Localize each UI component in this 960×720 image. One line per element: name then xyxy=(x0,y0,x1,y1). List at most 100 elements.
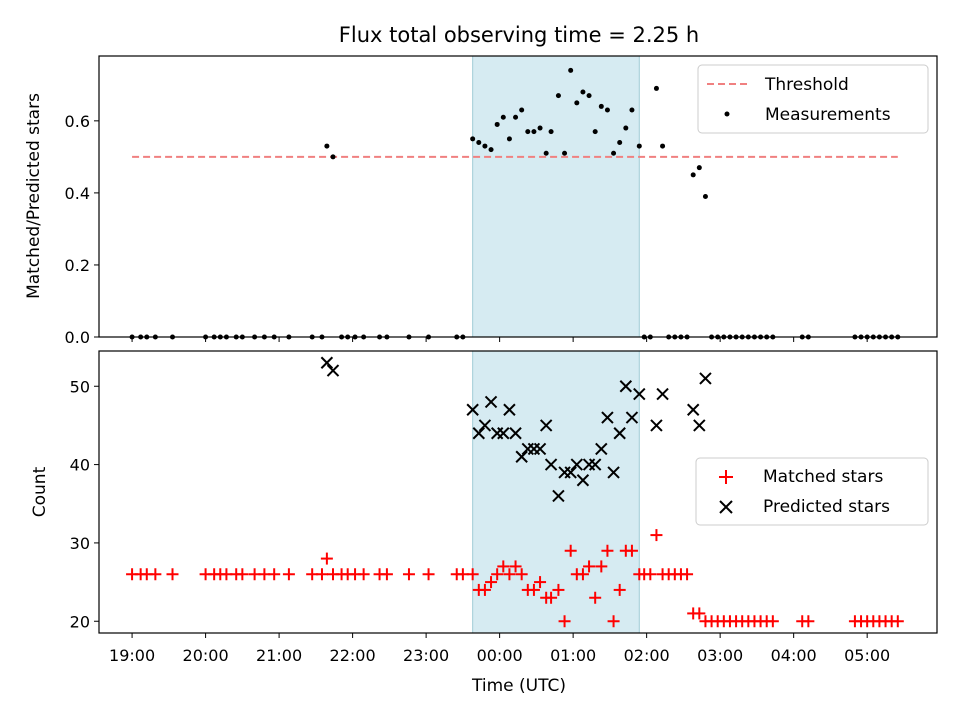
measurement-point xyxy=(604,107,610,113)
predicted-star-point xyxy=(625,411,639,424)
measurement-point xyxy=(506,136,512,142)
predicted-star-point xyxy=(539,419,553,432)
matched-star-point xyxy=(891,615,904,628)
matched-star-point xyxy=(802,615,815,628)
measurement-point xyxy=(702,194,708,199)
x-tick-label: 23:00 xyxy=(403,646,449,665)
bottom-y-ticks: 20 30 40 50 xyxy=(70,377,99,631)
matched-star-point xyxy=(644,568,657,581)
matched-star-point xyxy=(545,591,558,604)
predicted-star-point xyxy=(552,489,565,503)
matched-star-point xyxy=(491,568,504,581)
predicted-star-point xyxy=(601,411,614,424)
measurement-point xyxy=(470,136,476,142)
predicted-star-point xyxy=(503,403,516,416)
predicted-star-point xyxy=(576,474,590,487)
predicted-star-point xyxy=(686,403,700,416)
bottom-y-tick-label: 30 xyxy=(70,534,90,553)
predicted-star-point xyxy=(656,387,669,401)
predicted-star-point xyxy=(693,419,706,432)
x-tick-label: 04:00 xyxy=(771,646,817,665)
matched-star-point xyxy=(380,568,393,581)
predicted-stars-points xyxy=(320,356,712,503)
predicted-star-point xyxy=(544,458,558,471)
matched-star-point xyxy=(402,568,415,581)
legend-matched-swatch xyxy=(719,470,733,484)
predicted-star-point xyxy=(607,466,620,479)
matched-star-point xyxy=(607,615,620,628)
measurement-point xyxy=(611,150,617,156)
threshold-line xyxy=(132,56,898,337)
matched-star-point xyxy=(564,544,577,557)
matched-star-point xyxy=(681,568,694,581)
predicted-star-point xyxy=(484,395,498,409)
measurement-point xyxy=(476,139,482,145)
matched-star-point xyxy=(693,607,706,620)
matched-star-point xyxy=(466,568,479,581)
matched-star-point xyxy=(613,583,626,596)
measurement-point xyxy=(548,129,554,135)
matched-star-point xyxy=(625,544,638,557)
matched-star-point xyxy=(534,576,547,589)
measurement-point xyxy=(696,165,702,171)
matched-star-point xyxy=(320,552,333,565)
bottom-panel: 20 30 40 50 19:00 20:00 21:00 22:00 23:00 00:00 0… xyxy=(30,350,938,696)
measurement-point xyxy=(543,150,549,156)
measurement-point xyxy=(555,93,561,99)
measurement-point xyxy=(636,143,642,149)
legend-threshold-label: Threshold xyxy=(764,75,849,95)
matched-star-point xyxy=(766,615,779,628)
top-plot-frame xyxy=(98,55,938,338)
top-shaded-region xyxy=(472,56,640,337)
predicted-star-point xyxy=(595,442,608,456)
predicted-star-point xyxy=(509,427,522,440)
measurement-point xyxy=(592,129,598,135)
measurement-point xyxy=(574,100,580,106)
x-tick-label: 21:00 xyxy=(256,646,302,665)
top-y-tick-label: 0.4 xyxy=(65,184,90,203)
top-y-tick-label: 0.2 xyxy=(65,256,90,275)
bottom-y-tick-label: 20 xyxy=(70,612,90,631)
measurement-point xyxy=(562,150,568,156)
measurement-point xyxy=(482,143,488,149)
predicted-star-point xyxy=(320,356,334,369)
matched-star-point xyxy=(315,568,328,581)
measurement-point xyxy=(623,125,629,131)
predicted-star-point xyxy=(564,466,577,479)
x-tick-label: 05:00 xyxy=(844,646,890,665)
matched-star-point xyxy=(589,591,602,604)
legend-measurements-swatch xyxy=(724,111,730,117)
legend-matched-label: Matched stars xyxy=(763,467,883,487)
measurement-point xyxy=(653,85,659,91)
measurement-point xyxy=(690,172,696,178)
predicted-star-point xyxy=(326,364,340,377)
measurement-point xyxy=(488,147,494,153)
x-tick-label: 19:00 xyxy=(109,646,155,665)
measurement-point xyxy=(568,67,574,73)
top-y-ticks: 0.0 0.2 0.4 0.6 xyxy=(65,112,99,347)
matched-star-point xyxy=(552,583,565,596)
top-legend-box xyxy=(697,64,929,134)
top-y-axis-label: Matched/Predicted stars xyxy=(24,93,44,299)
predicted-star-point xyxy=(613,427,626,440)
measurement-point xyxy=(324,143,330,149)
x-tick-label: 03:00 xyxy=(697,646,743,665)
bottom-legend-box xyxy=(695,457,929,526)
matched-star-point xyxy=(576,568,589,581)
matched-star-point xyxy=(485,576,498,589)
measurement-point xyxy=(586,93,592,99)
matched-star-point xyxy=(527,583,540,596)
predicted-star-point xyxy=(466,403,479,416)
predicted-star-point xyxy=(633,387,646,401)
x-tick-label: 02:00 xyxy=(624,646,670,665)
bottom-y-axis-label: Count xyxy=(30,466,50,517)
top-legend: Threshold Measurements xyxy=(697,64,929,134)
measurement-point xyxy=(500,114,506,120)
x-tick-label: 01:00 xyxy=(550,646,596,665)
predicted-star-point xyxy=(699,372,712,385)
x-axis-label: Time (UTC) xyxy=(471,676,566,696)
top-panel: 0.0 0.2 0.4 0.6 Matched/Predicted stars Thr… xyxy=(24,55,938,347)
measurement-point xyxy=(617,139,623,145)
predicted-star-point xyxy=(533,442,547,456)
